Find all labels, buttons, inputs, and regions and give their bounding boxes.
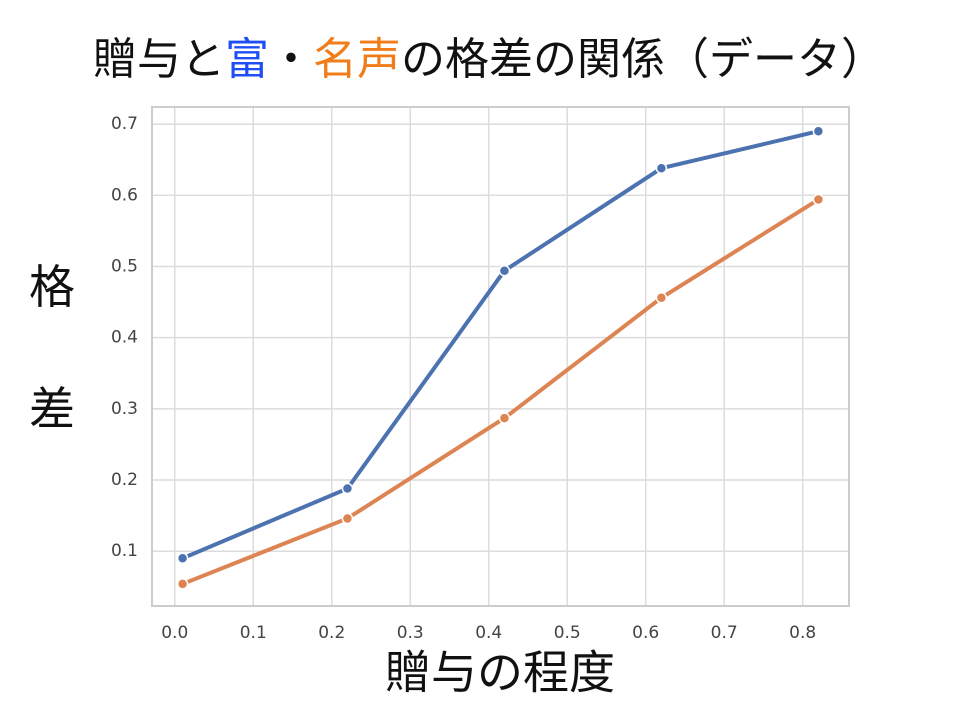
point [812, 193, 825, 206]
point [655, 292, 668, 304]
point [812, 125, 825, 137]
point [655, 162, 668, 174]
point [176, 552, 189, 565]
point [341, 482, 354, 495]
x-axis-label: 贈与の程度 [385, 646, 615, 700]
title-part: 贈与と [93, 34, 225, 85]
y-axis-label: 格差 [29, 260, 75, 436]
x-tick-label: 0.4 [475, 623, 502, 643]
title-part: 名声 [313, 34, 401, 85]
point [341, 512, 354, 525]
x-tick-label: 0.2 [318, 623, 345, 643]
y-tick-label: 0.5 [111, 256, 138, 276]
point [498, 412, 511, 424]
x-tick-label: 0.1 [240, 623, 267, 643]
chart-title: 贈与と富・名声の格差の関係（データ） [93, 34, 885, 85]
x-tick-label: 0.6 [632, 623, 659, 643]
x-tick-label: 0.0 [161, 623, 188, 643]
y-tick-label: 0.3 [111, 399, 138, 419]
x-tick-label: 0.5 [554, 623, 581, 643]
x-tick-label: 0.7 [711, 623, 738, 643]
y-tick-label: 0.6 [111, 185, 138, 205]
y-tick-label: 0.7 [111, 114, 138, 134]
point [498, 264, 511, 277]
title-part: の格差の関係（データ） [401, 34, 885, 85]
y-tick-label: 0.2 [111, 470, 138, 490]
x-tick-label: 0.3 [397, 623, 424, 643]
line [181, 197, 820, 586]
title-part: ・ [269, 34, 313, 85]
y-tick-label: 0.1 [111, 541, 138, 561]
point [176, 578, 189, 590]
y-tick-label: 0.4 [111, 328, 138, 348]
title-part: 富 [225, 34, 269, 85]
x-tick-label: 0.8 [789, 623, 816, 643]
plot-frame [151, 106, 850, 607]
